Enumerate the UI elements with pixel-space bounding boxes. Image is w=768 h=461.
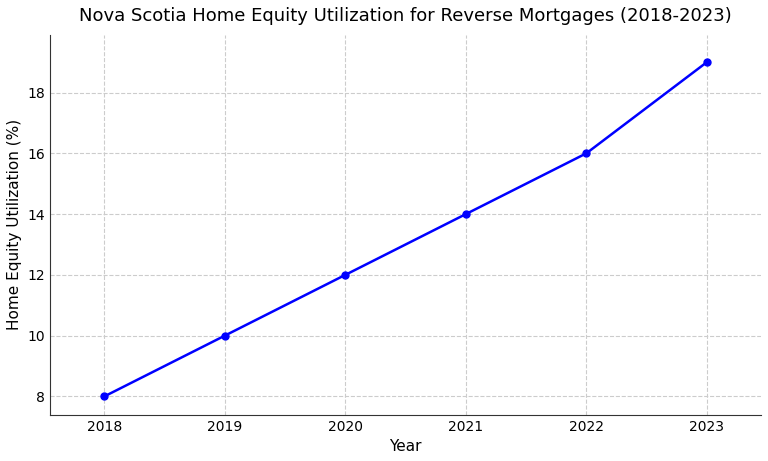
X-axis label: Year: Year (389, 439, 422, 454)
Y-axis label: Home Equity Utilization (%): Home Equity Utilization (%) (7, 119, 22, 330)
Title: Nova Scotia Home Equity Utilization for Reverse Mortgages (2018-2023): Nova Scotia Home Equity Utilization for … (79, 7, 732, 25)
